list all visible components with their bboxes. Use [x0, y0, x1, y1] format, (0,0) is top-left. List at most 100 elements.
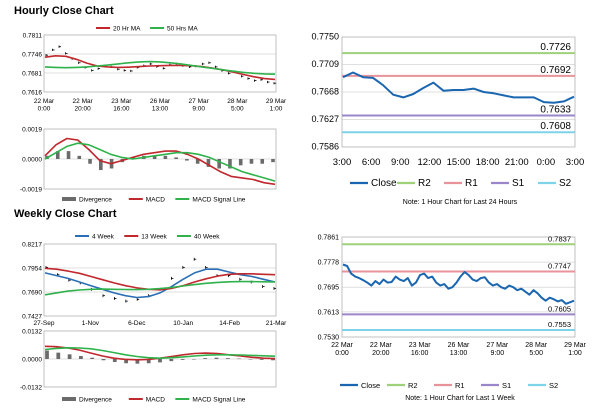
- weekly-close-x-tick: 27 Mar: [486, 342, 508, 349]
- hourly-macd-divergence-bar: [271, 159, 275, 163]
- weekly-macd-divergence-bar: [112, 359, 117, 362]
- weekly-ma-x-tick: 21-Mar: [266, 320, 287, 327]
- weekly-macd-divergence-bar: [203, 358, 208, 359]
- hourly-ma-x-tick: 26 Mar: [150, 98, 171, 105]
- hourly-ma-x-tick: 22 Mar: [34, 98, 55, 105]
- weekly-ma-legend-label: 40 Week: [194, 234, 220, 241]
- weekly-close-x-tick: 9:00: [491, 350, 505, 357]
- weekly-macd-divergence-bar: [90, 357, 95, 359]
- hourly-ma-legend-label: 50 Hrs MA: [167, 26, 198, 33]
- weekly-close-x-tick: 5:00: [529, 350, 543, 357]
- hourly-ma-x-tick: 27 Mar: [189, 98, 210, 105]
- weekly-macd-legend-label: MACD: [146, 397, 165, 404]
- hourly-close-y-tick: 0.7750: [311, 32, 339, 42]
- weekly-macd-legend-label: MACD Signal Line: [192, 397, 245, 404]
- hourly-ma-x-tick: 28 Mar: [227, 98, 248, 105]
- hourly-close-legend-label: Close: [371, 178, 397, 189]
- weekly-macd-divergence-bar: [124, 359, 128, 364]
- weekly-close-level-label-r1: 0.7747: [548, 261, 571, 270]
- weekly-macd-divergence-bar: [158, 359, 162, 363]
- weekly-close-x-tick: 20:00: [372, 350, 390, 357]
- hourly-close-legend-label: S1: [512, 178, 525, 189]
- hourly-macd-y-tick: 0.0000: [22, 157, 42, 164]
- hourly-ma-x-tick: 22 Mar: [73, 98, 94, 105]
- hourly-close-y-tick: 0.7627: [311, 114, 339, 124]
- weekly-ma-frame: [43, 243, 277, 317]
- weekly-ma-legend-label: 4 Week: [92, 234, 115, 241]
- weekly-ma-13-week-line: [44, 267, 276, 291]
- hourly-ma-x-tick: 5:00: [231, 106, 244, 113]
- weekly-close-x-tick: 13:00: [450, 350, 468, 357]
- hourly-macd-divergence-bar: [185, 159, 189, 161]
- hourly-ma-x-tick: 29 Mar: [266, 98, 287, 105]
- weekly-macd-divergence-bar: [56, 352, 61, 359]
- hourly-macd-divergence-bar: [228, 159, 232, 169]
- weekly-ma-y-tick: 0.7954: [22, 265, 42, 272]
- weekly-macd-divergence-bar: [271, 359, 275, 361]
- hourly-close-close-line: [342, 71, 575, 104]
- weekly-macd-divergence-bar: [101, 359, 106, 361]
- weekly-close-legend-label: Close: [361, 381, 380, 390]
- hourly-macd-divergence-bar: [174, 157, 178, 159]
- hourly-ma-x-tick: 9:00: [192, 106, 205, 113]
- weekly-close-y-tick: 0.7695: [318, 285, 340, 292]
- weekly-close-x-tick: 16:00: [411, 350, 429, 357]
- weekly-macd-divergence-bar: [180, 359, 185, 360]
- weekly-ma-x-tick: 14-Feb: [219, 320, 240, 327]
- hourly-macd-legend-label: MACD Signal Line: [192, 197, 245, 204]
- hourly-close-x-tick: 9:00: [391, 157, 410, 168]
- hourly-macd-divergence-bar: [206, 159, 211, 167]
- hourly-ma-y-tick: 0.7811: [23, 33, 43, 40]
- hourly-close-y-tick: 0.7668: [311, 87, 339, 97]
- weekly-close-y-tick: 0.7861: [318, 235, 340, 242]
- hourly-close-x-tick: 3:00: [566, 157, 585, 168]
- hourly-macd-divergence-bar: [55, 151, 60, 159]
- hourly-close-y-tick: 0.7709: [311, 59, 339, 69]
- hourly-ma-y-tick: 0.7746: [22, 52, 42, 59]
- hourly-close-note: Note: 1 Hour Chart for Last 24 Hours: [402, 199, 518, 206]
- weekly-ma-40-week-line: [44, 280, 276, 296]
- hourly-macd-divergence-bar: [99, 159, 103, 171]
- hourly-macd-legend-swatch: [62, 197, 76, 201]
- weekly-macd-divergence-bar: [79, 356, 83, 359]
- hourly-ma-x-tick: 1:00: [270, 106, 283, 113]
- weekly-macd-legend-swatch: [62, 397, 76, 401]
- weekly-close-legend-label: R2: [408, 381, 418, 390]
- hourly-ma-legend-label: 20 Hr MA: [113, 26, 141, 33]
- weekly-close-y-tick: 0.7530: [318, 335, 340, 342]
- hourly-close-level-label-s2: 0.7608: [540, 121, 571, 132]
- weekly-ma-x-tick: 1-Nov: [82, 320, 100, 327]
- weekly-close-x-tick: 22 Mar: [331, 342, 353, 349]
- hourly-macd-divergence-bar: [260, 159, 265, 164]
- weekly-macd-divergence-bar: [169, 359, 174, 362]
- weekly-ma-x-tick: 10-Jan: [173, 320, 193, 327]
- hourly-ma-50-hrs-ma-line: [44, 60, 276, 75]
- weekly-close-legend-label: S2: [549, 381, 558, 390]
- hourly-macd-divergence-bar: [238, 159, 243, 166]
- hourly-macd-y-tick: -0.0019: [20, 187, 42, 194]
- weekly-macd-divergence-bar: [225, 358, 230, 359]
- weekly-ma-y-tick: 0.7690: [22, 290, 42, 297]
- weekly-macd-y-tick: 0.0132: [22, 329, 42, 336]
- weekly-ma-y-tick: 0.8217: [22, 242, 42, 249]
- weekly-ma-y-tick: 0.7427: [22, 314, 42, 321]
- weekly-close-x-tick: 29 Mar: [564, 342, 586, 349]
- weekly-macd-legend-label: Divergence: [79, 397, 112, 404]
- hourly-close-x-tick: 21:00: [505, 157, 529, 168]
- weekly-macd-divergence-bar: [67, 354, 72, 359]
- hourly-ma-x-tick: 23 Mar: [111, 98, 132, 105]
- weekly-section-title: Weekly Close Chart: [14, 208, 117, 220]
- hourly-macd-macd-signal-line-line: [44, 142, 276, 182]
- hourly-macd-legend-label: MACD: [146, 197, 165, 204]
- hourly-macd-divergence-bar: [77, 155, 82, 159]
- hourly-close-x-tick: 3:00: [333, 157, 352, 168]
- hourly-close-x-tick: 0:00: [537, 157, 556, 168]
- hourly-close-y-tick: 0.7586: [311, 142, 339, 152]
- weekly-ma-x-tick: 27-Sep: [34, 320, 55, 327]
- weekly-ma-x-tick: 6-Dec: [128, 320, 146, 327]
- weekly-macd-divergence-bar: [45, 350, 49, 359]
- hourly-close-legend-label: R2: [418, 178, 431, 189]
- weekly-macd-y-tick: -0.0132: [20, 385, 42, 392]
- hourly-macd-divergence-bar: [217, 159, 221, 169]
